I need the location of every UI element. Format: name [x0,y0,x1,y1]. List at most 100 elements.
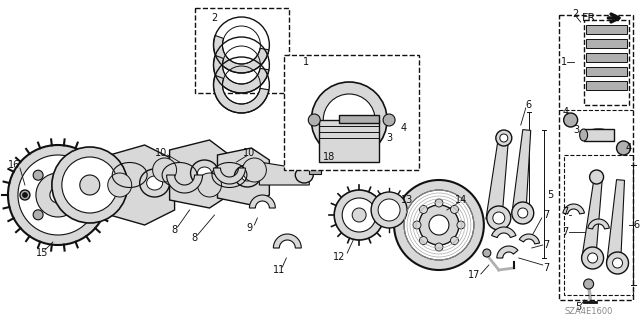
Circle shape [419,205,428,213]
Bar [584,129,614,141]
Bar [339,115,379,123]
Circle shape [352,208,366,222]
Text: 3: 3 [573,125,580,135]
Circle shape [52,147,128,223]
Bar [586,25,627,34]
Text: SZA4E1600: SZA4E1600 [564,308,612,316]
Polygon shape [588,219,609,229]
Text: 7: 7 [543,240,550,250]
Text: 9: 9 [246,223,252,233]
Polygon shape [486,134,509,221]
Text: 7: 7 [543,210,550,220]
Circle shape [8,145,108,245]
Ellipse shape [580,129,588,141]
Bar [586,39,627,48]
Polygon shape [214,56,269,93]
Circle shape [616,141,630,155]
Circle shape [22,192,28,197]
Circle shape [457,221,465,229]
Polygon shape [214,168,245,184]
Circle shape [72,210,83,220]
Circle shape [493,212,505,224]
Circle shape [607,252,628,274]
Circle shape [487,206,511,230]
Polygon shape [218,148,269,205]
Ellipse shape [191,160,218,186]
Circle shape [451,237,458,245]
Circle shape [518,208,528,218]
Polygon shape [214,75,269,113]
Circle shape [419,237,428,245]
Polygon shape [492,227,516,238]
Circle shape [20,190,30,200]
Bar [284,55,419,170]
Text: 8: 8 [172,225,178,235]
Text: 7: 7 [563,227,569,237]
Polygon shape [519,234,540,244]
Bar [309,167,321,174]
Text: 7: 7 [543,263,550,273]
Ellipse shape [295,167,313,183]
Circle shape [582,247,604,269]
Circle shape [378,199,400,221]
Text: 13: 13 [401,195,413,205]
Text: 4: 4 [401,123,407,133]
Ellipse shape [198,167,211,179]
Text: 11: 11 [273,265,285,275]
Circle shape [435,199,443,207]
Circle shape [496,130,512,146]
Text: 6: 6 [525,100,532,110]
Text: 3: 3 [386,133,392,143]
Text: 2: 2 [211,13,218,23]
Polygon shape [563,204,584,214]
Circle shape [584,279,593,289]
Text: 10: 10 [154,148,167,158]
Circle shape [18,155,98,235]
Text: 14: 14 [455,195,467,205]
Circle shape [311,82,387,158]
Circle shape [451,205,458,213]
Text: 6: 6 [634,220,639,230]
Polygon shape [109,145,175,225]
Bar [195,8,289,93]
Text: 1: 1 [561,57,567,67]
Text: 10: 10 [243,148,255,158]
Circle shape [429,215,449,235]
Text: 5: 5 [548,190,554,200]
Circle shape [564,113,578,127]
Text: 8: 8 [191,233,198,243]
Text: 12: 12 [333,252,346,262]
Circle shape [323,94,375,146]
Polygon shape [166,175,202,193]
Ellipse shape [140,169,170,197]
Text: 18: 18 [323,152,335,162]
Circle shape [50,187,66,203]
Circle shape [62,157,118,213]
Polygon shape [250,195,275,208]
Bar [319,120,379,162]
Ellipse shape [234,165,260,187]
Circle shape [588,253,598,263]
Circle shape [334,190,384,240]
Circle shape [33,170,43,180]
Circle shape [589,170,604,184]
Ellipse shape [147,176,163,190]
Text: FR.: FR. [582,13,600,23]
Circle shape [413,221,421,229]
Polygon shape [170,140,230,208]
Circle shape [512,202,534,224]
Text: 2: 2 [573,9,579,19]
Ellipse shape [584,129,614,141]
Text: 4: 4 [563,107,569,117]
Circle shape [36,173,80,217]
Circle shape [500,134,508,142]
Circle shape [383,114,395,126]
Bar [586,67,627,76]
Circle shape [404,190,474,260]
Text: 15: 15 [36,248,48,258]
Bar [586,53,627,62]
Text: 7: 7 [563,207,569,217]
Text: 5: 5 [575,302,582,312]
Text: 1: 1 [303,57,309,67]
Polygon shape [259,162,309,185]
